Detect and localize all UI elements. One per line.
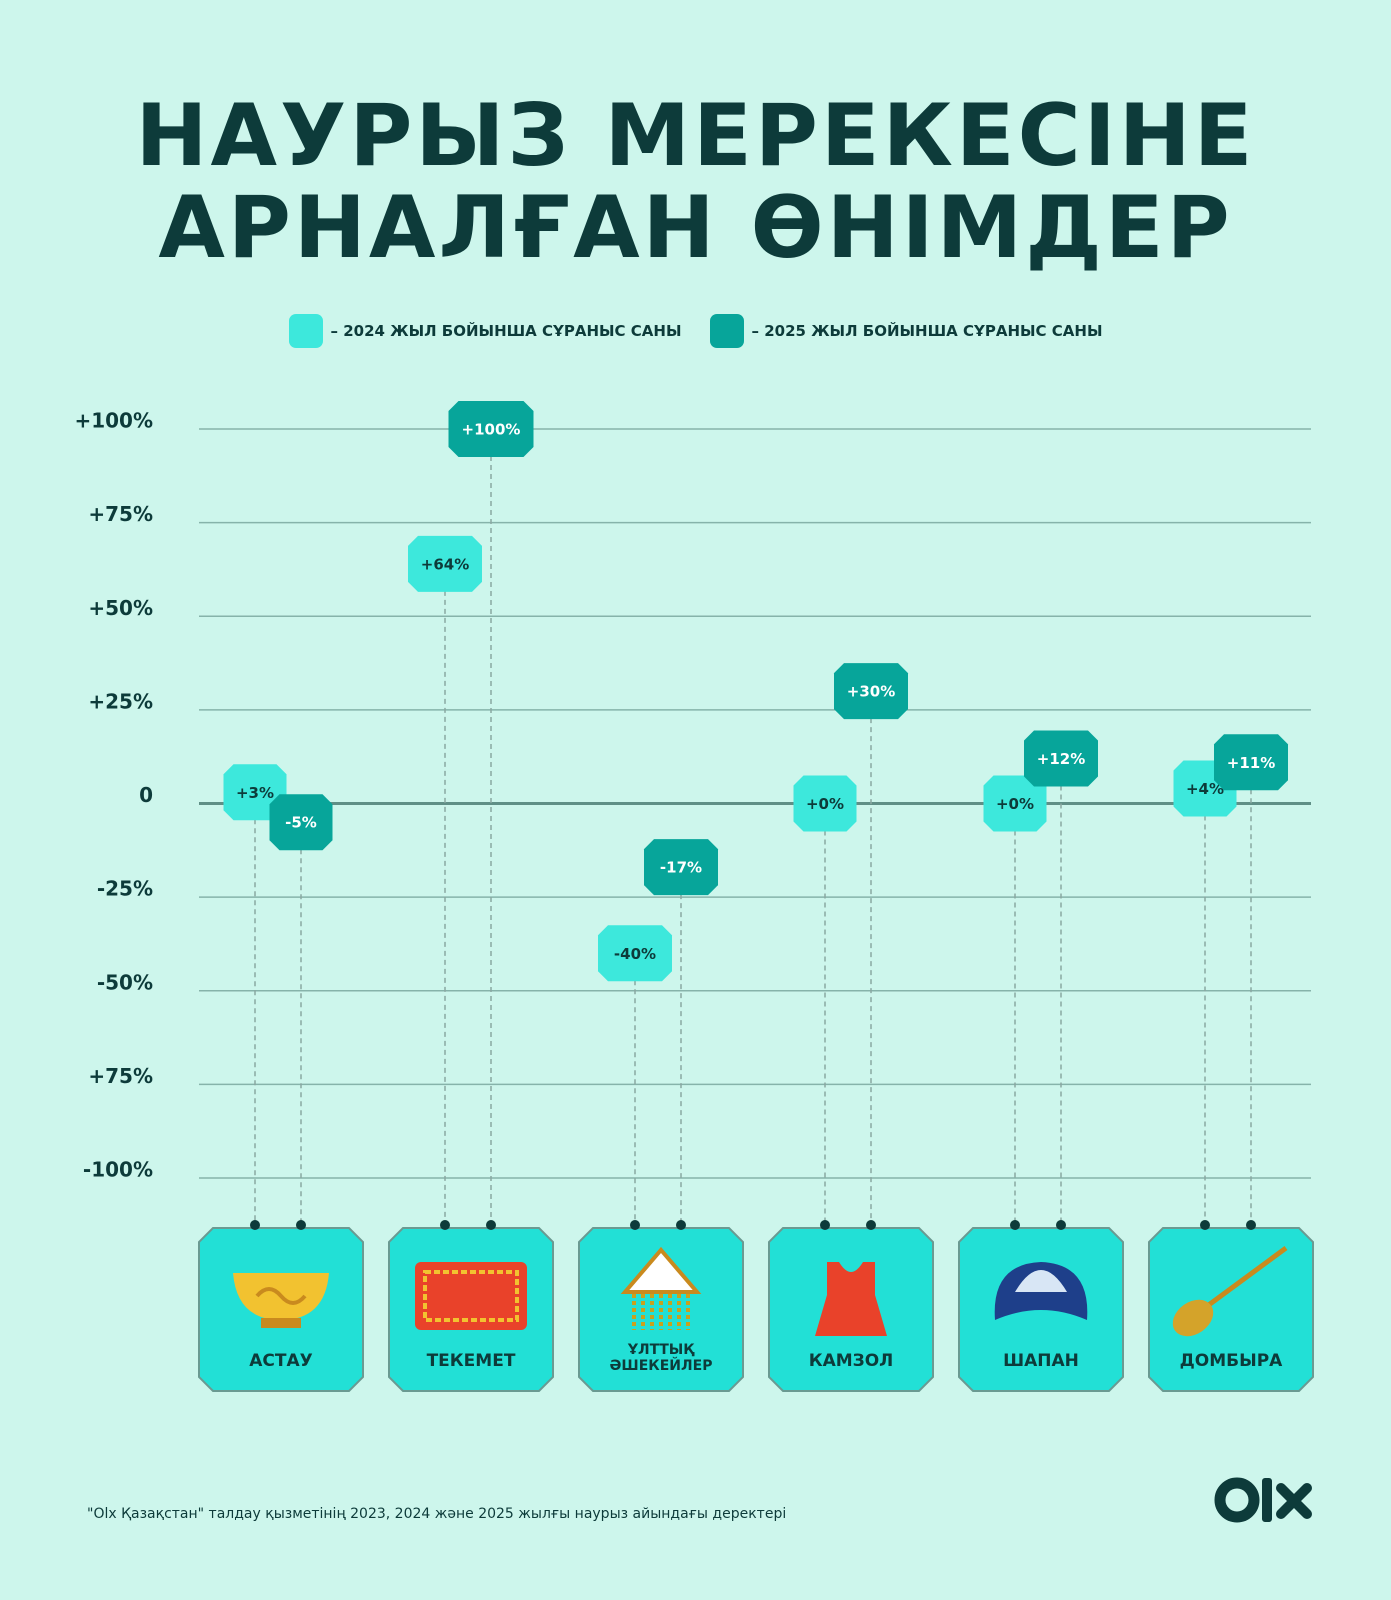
icon xyxy=(255,1287,307,1305)
value-box xyxy=(448,401,534,457)
anchor-dot xyxy=(1246,1220,1256,1230)
value-box xyxy=(598,925,672,982)
icon xyxy=(261,1318,301,1328)
category-label: ДОМБЫРА xyxy=(1179,1351,1283,1371)
logo-o xyxy=(1214,1477,1260,1523)
value-box xyxy=(983,775,1047,832)
legend-label: – 2025 ЖЫЛ БОЙЫНША СҰРАНЫС САНЫ xyxy=(751,322,1103,340)
icon xyxy=(815,1262,887,1336)
anchor-dot xyxy=(296,1220,306,1230)
logo-l xyxy=(1262,1478,1272,1522)
value-box xyxy=(793,775,857,832)
value-label: -5% xyxy=(285,814,317,832)
category-label: ТЕКЕМЕТ xyxy=(426,1351,516,1371)
value-label: +100% xyxy=(462,421,521,439)
anchor-dot xyxy=(1056,1220,1066,1230)
category-label: ШАПАН xyxy=(1003,1351,1079,1371)
title-line: НАУРЫЗ МЕРЕКЕСІНЕ xyxy=(135,86,1256,186)
category-card xyxy=(578,1227,744,1392)
category-label: АСТАУ xyxy=(249,1351,313,1371)
anchor-dot xyxy=(630,1220,640,1230)
legend-item: – 2024 ЖЫЛ БОЙЫНША СҰРАНЫС САНЫ xyxy=(288,314,682,348)
value-label: -17% xyxy=(660,859,702,877)
y-tick-label: 0 xyxy=(139,783,153,807)
y-tick-label: +75% xyxy=(88,1064,153,1088)
value-label: +30% xyxy=(847,683,895,701)
value-label: -40% xyxy=(614,945,656,963)
icon xyxy=(1015,1270,1067,1292)
logo xyxy=(1214,1477,1312,1523)
y-tick-label: -50% xyxy=(97,970,153,994)
legend-swatch xyxy=(709,314,744,348)
anchor-dot xyxy=(1010,1220,1020,1230)
legend-label: – 2024 ЖЫЛ БОЙЫНША СҰРАНЫС САНЫ xyxy=(330,322,682,340)
anchor-dot xyxy=(866,1220,876,1230)
y-tick-label: +50% xyxy=(88,596,153,620)
value-box xyxy=(834,663,908,720)
y-tick-label: +25% xyxy=(88,689,153,713)
footnote: "Olx Қазақстан" талдау қызметінің 2023, … xyxy=(87,1506,787,1522)
logo-x xyxy=(1276,1483,1312,1519)
anchor-dot xyxy=(1200,1220,1210,1230)
anchor-dot xyxy=(250,1220,260,1230)
category-label: КАМЗОЛ xyxy=(808,1351,894,1371)
value-box xyxy=(269,794,333,851)
anchor-dot xyxy=(486,1220,496,1230)
icon xyxy=(620,1246,702,1294)
value-box xyxy=(1214,734,1288,791)
value-label: +4% xyxy=(1186,780,1224,798)
value-label: +0% xyxy=(806,795,844,813)
value-label: +3% xyxy=(236,784,274,802)
legend-item: – 2025 ЖЫЛ БОЙЫНША СҰРАНЫС САНЫ xyxy=(709,314,1103,348)
value-box xyxy=(644,839,718,896)
category-card xyxy=(388,1227,554,1392)
value-label: +64% xyxy=(421,555,469,573)
value-box xyxy=(1024,730,1098,787)
category-card xyxy=(198,1227,364,1392)
category-card xyxy=(958,1227,1124,1392)
value-box xyxy=(408,535,482,592)
icon xyxy=(1172,1299,1214,1337)
y-tick-label: +100% xyxy=(74,409,153,433)
title-line: АРНАЛҒАН ӨНІМДЕР xyxy=(158,178,1233,278)
category-card xyxy=(768,1227,934,1392)
y-tick-label: +75% xyxy=(88,502,153,526)
value-label: +12% xyxy=(1037,750,1085,768)
y-tick-label: -100% xyxy=(83,1158,153,1182)
y-tick-label: -25% xyxy=(97,877,153,901)
category-card xyxy=(1148,1227,1314,1392)
anchor-dot xyxy=(676,1220,686,1230)
icon xyxy=(423,1270,519,1322)
icon xyxy=(415,1262,527,1330)
anchor-dot xyxy=(820,1220,830,1230)
value-label: +11% xyxy=(1227,754,1275,772)
card xyxy=(1148,1227,1314,1392)
value-label: +0% xyxy=(996,795,1034,813)
category-label: ҰЛТТЫҚ ӘШЕКЕЙЛЕР xyxy=(609,1342,713,1374)
legend: – 2024 ЖЫЛ БОЙЫНША СҰРАНЫС САНЫ – 2025 ЖЫ… xyxy=(0,314,1391,348)
legend-swatch xyxy=(288,314,323,348)
anchor-dot xyxy=(440,1220,450,1230)
